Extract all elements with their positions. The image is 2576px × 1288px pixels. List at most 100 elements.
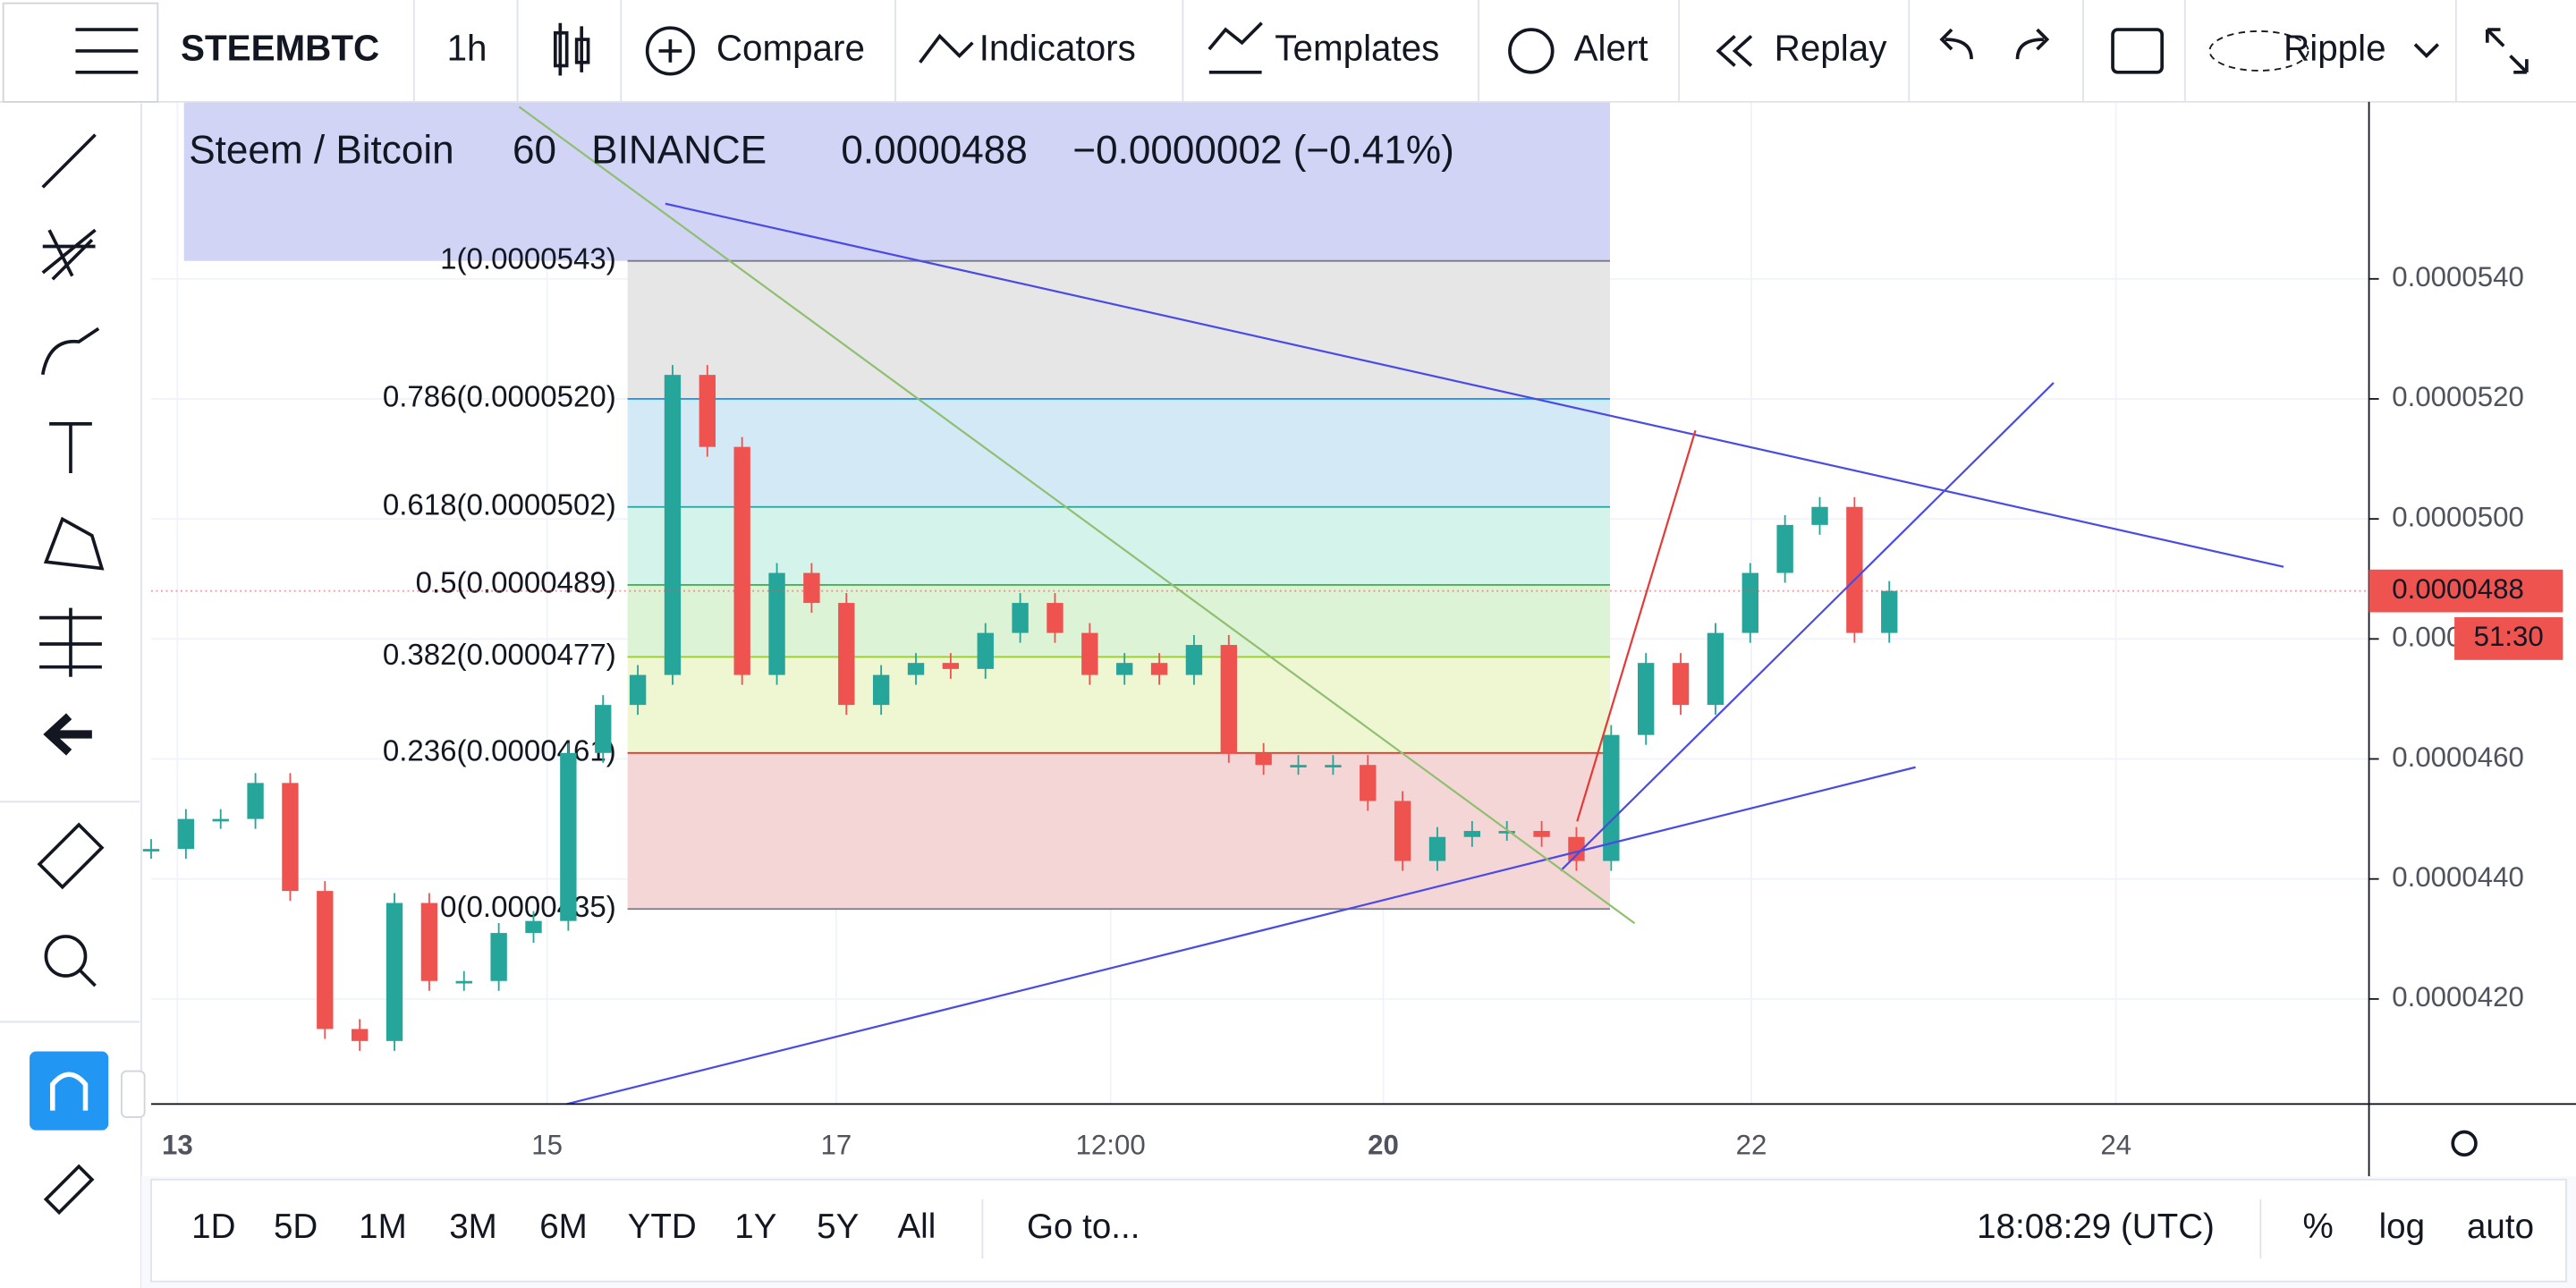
candle (768, 572, 785, 675)
log-toggle[interactable]: log (2379, 1208, 2425, 1246)
range-button[interactable]: 3M (449, 1208, 497, 1246)
candle (177, 818, 195, 850)
trend-line[interactable] (566, 766, 1916, 1106)
hide-tools[interactable] (43, 713, 92, 756)
candle (1533, 831, 1550, 837)
trend-line[interactable] (665, 202, 2284, 568)
time-tick-label: 22 (1736, 1129, 1767, 1160)
top-toolbar (0, 0, 2576, 102)
candle (1846, 506, 1863, 633)
undo[interactable] (1939, 28, 1973, 60)
theme-name[interactable]: Ripple (2284, 28, 2386, 69)
candle (629, 674, 647, 706)
candle (1881, 590, 1898, 633)
legend-item: BINANCE (591, 128, 767, 172)
auto-toggle[interactable]: auto (2467, 1208, 2534, 1246)
candle (247, 783, 264, 819)
goto-button[interactable]: Go to... (1027, 1208, 1140, 1246)
fib-label: 0(0.0000435) (440, 891, 616, 924)
candle (317, 891, 334, 1030)
bottom-items: 1D 5D 1M 3M 6M YTD 1Y 5Y All Go to... 18:08:29 (UT… (191, 1199, 2534, 1258)
collapse-tab[interactable] (121, 1070, 146, 1118)
trend-line[interactable] (518, 106, 1636, 925)
magnet-icon (50, 1072, 89, 1111)
countdown: 51:30 (2474, 621, 2544, 652)
price-tick-label: 0.0000500 (2392, 501, 2524, 532)
fib-zone (627, 752, 1611, 910)
candle (1116, 663, 1133, 675)
countdown-badge (2454, 617, 2563, 660)
magnet-button[interactable] (30, 1051, 109, 1131)
legend-item: 60 (513, 128, 556, 172)
range-button[interactable]: 5D (274, 1208, 318, 1246)
candle (1428, 836, 1446, 861)
candle (1360, 765, 1377, 801)
templates-icon[interactable] (1208, 21, 1263, 74)
redo[interactable] (2015, 28, 2050, 60)
candle (1672, 663, 1690, 706)
layout-button[interactable] (2111, 28, 2164, 74)
range-button[interactable]: 5Y (817, 1208, 859, 1246)
range-button[interactable]: YTD (628, 1208, 697, 1246)
legend-item: Steem / Bitcoin (189, 128, 453, 172)
indicators-icon[interactable] (919, 33, 974, 64)
range-button[interactable]: 1D (191, 1208, 235, 1246)
drawing-tools[interactable] (37, 133, 105, 1216)
candle (907, 663, 925, 675)
candle (942, 663, 960, 669)
alert-button[interactable]: Alert (1574, 28, 1648, 69)
symbol[interactable]: STEEMBTC (181, 28, 379, 69)
candle (1220, 645, 1237, 753)
price-tick-label: 0.0000460 (2392, 741, 2524, 773)
range-button[interactable]: 1M (359, 1208, 407, 1246)
replay-icon[interactable] (1716, 35, 1753, 67)
candle (1741, 572, 1758, 633)
compare-icon[interactable] (645, 26, 695, 76)
settings-icon[interactable] (2451, 1130, 2478, 1157)
fib-header (183, 101, 1611, 261)
theme-icon[interactable] (2208, 30, 2309, 72)
candle-type-icon[interactable] (553, 22, 590, 76)
candle (1325, 765, 1342, 767)
compare-button[interactable]: Compare (716, 28, 865, 69)
candle (1707, 632, 1724, 706)
candle (212, 818, 229, 822)
menu-icon (75, 28, 139, 74)
candle (595, 705, 612, 753)
time-tick-label: 17 (821, 1129, 852, 1160)
fib-zone (627, 584, 1611, 657)
candle (664, 375, 682, 675)
time-tick-label: 12:00 (1076, 1129, 1146, 1160)
range-button[interactable]: 6M (539, 1208, 588, 1246)
range-button[interactable]: 1Y (734, 1208, 776, 1246)
indicators-button[interactable]: Indicators (979, 28, 1136, 69)
candle (420, 902, 438, 981)
last-price-label: 0.0000488 (2392, 573, 2524, 605)
fib-label: 0.5(0.0000489) (416, 567, 616, 600)
trend-line[interactable] (1576, 429, 1697, 822)
fullscreen[interactable] (2485, 28, 2529, 74)
candle (1046, 603, 1063, 633)
fib-label: 1(0.0000543) (440, 242, 616, 275)
candle (803, 572, 820, 604)
candle (1185, 645, 1203, 675)
alert-icon[interactable] (1508, 28, 1555, 74)
candle (733, 446, 750, 675)
replay-button[interactable]: Replay (1775, 28, 1888, 69)
clock: 18:08:29 (UTC) (1977, 1208, 2215, 1246)
trend-line[interactable] (1560, 382, 2055, 872)
candle (1568, 836, 1585, 861)
price-tick-label: 0.0000540 (2392, 261, 2524, 292)
range-button[interactable]: All (897, 1208, 936, 1246)
theme-dropdown[interactable] (2413, 43, 2440, 59)
percent-toggle[interactable]: % (2302, 1208, 2333, 1246)
fib-label: 0.618(0.0000502) (383, 488, 616, 521)
legend-item: 0.0000488 (841, 128, 1027, 172)
interval[interactable]: 1h (447, 28, 487, 69)
fib-zone (627, 260, 1611, 399)
templates-button[interactable]: Templates (1275, 28, 1439, 69)
candle (560, 752, 577, 921)
candle (282, 783, 299, 892)
price-tick-label: 0.0000420 (2392, 981, 2524, 1013)
